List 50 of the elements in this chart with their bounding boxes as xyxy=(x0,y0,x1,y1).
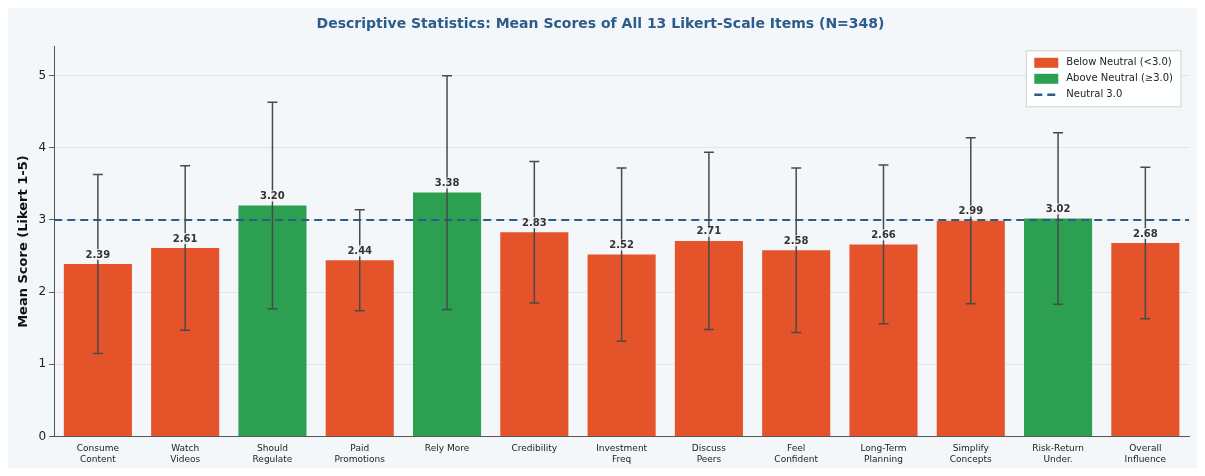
bar xyxy=(413,192,482,436)
data-label: 2.61 xyxy=(172,232,198,244)
data-label: 3.20 xyxy=(260,190,285,202)
x-tick-label: Watch Videos xyxy=(170,443,201,464)
legend-label: Above Neutral (≥3.0) xyxy=(1066,72,1174,84)
data-label: 2.83 xyxy=(521,216,547,228)
y-tick-label: 0 xyxy=(38,428,47,443)
data-label: 2.44 xyxy=(347,244,373,256)
bar xyxy=(762,250,831,436)
y-tick-label: 5 xyxy=(38,67,47,82)
y-axis-title: Mean Score (Likert 1-5) xyxy=(15,155,31,328)
x-tick-label: Credibility xyxy=(511,443,558,454)
data-label: 2.68 xyxy=(1133,227,1158,239)
bar xyxy=(1111,243,1180,436)
data-label: 2.66 xyxy=(871,229,896,241)
y-tick-label: 1 xyxy=(38,356,47,371)
bar xyxy=(63,263,132,436)
bar xyxy=(325,260,394,436)
x-tick-label: Risk-Return Under. xyxy=(1032,443,1084,464)
x-tick-label: Should Regulate xyxy=(252,443,293,464)
bar xyxy=(1024,218,1093,436)
x-tick-label: Paid Promotions xyxy=(334,443,386,464)
bar xyxy=(151,248,220,436)
x-tick-label: Investment Freq xyxy=(596,443,648,464)
legend-label: Neutral 3.0 xyxy=(1066,88,1123,100)
data-label: 2.39 xyxy=(85,248,111,260)
y-tick-label: 2 xyxy=(38,284,47,299)
data-label: 2.52 xyxy=(609,239,634,251)
x-tick-label: Long-Term Planning xyxy=(860,443,907,464)
bar xyxy=(500,232,569,436)
x-tick-label: Consume Content xyxy=(76,443,120,464)
legend-label: Below Neutral (<3.0) xyxy=(1066,56,1172,68)
x-tick-label: Simplify Concepts xyxy=(949,443,993,464)
x-tick-label: Discuss Peers xyxy=(691,443,727,464)
x-tick-label: Overall Influence xyxy=(1124,443,1167,464)
y-tick-label: 4 xyxy=(38,139,47,154)
bar xyxy=(238,205,307,436)
data-label: 2.71 xyxy=(696,225,722,237)
bar xyxy=(674,240,743,436)
bar xyxy=(849,244,918,436)
bar xyxy=(587,254,656,436)
y-tick-label: 3 xyxy=(38,212,47,227)
chart-title: Descriptive Statistics: Mean Scores of All 13 Likert-Scale Items (N=348) xyxy=(316,15,885,32)
data-label: 3.38 xyxy=(434,177,460,189)
data-label: 2.99 xyxy=(958,205,984,217)
data-label: 2.58 xyxy=(783,234,809,246)
x-tick-label: Rely More xyxy=(424,443,470,454)
data-label: 3.02 xyxy=(1045,203,1071,215)
x-tick-label: Feel Confident xyxy=(774,443,819,464)
bar xyxy=(936,220,1005,436)
